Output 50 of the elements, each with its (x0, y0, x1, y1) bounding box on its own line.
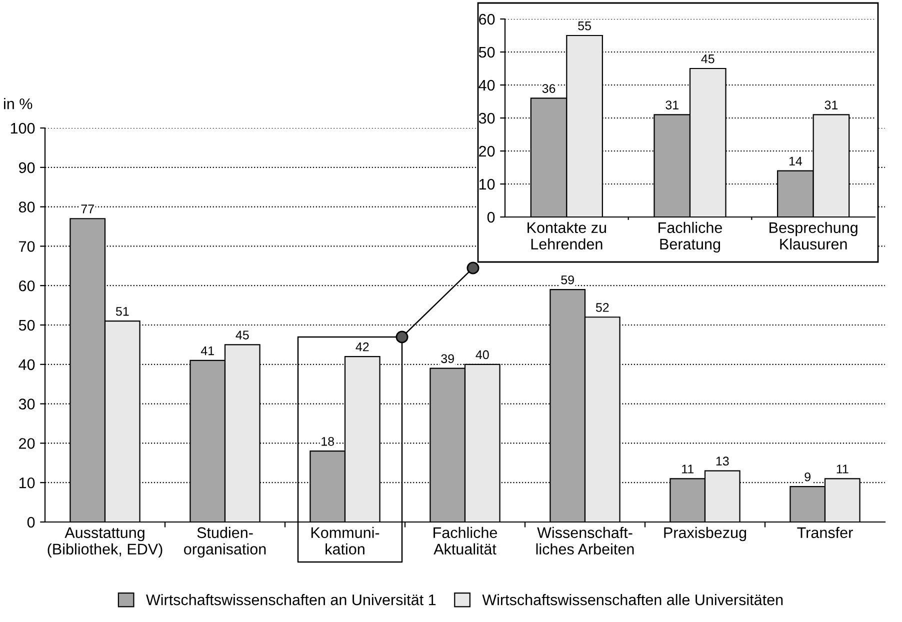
data-label: 14 (789, 156, 802, 166)
data-label: 11 (836, 464, 848, 474)
y-tick-label: 50 (478, 46, 495, 58)
data-label: 18 (322, 436, 334, 446)
y-tick-label: 70 (19, 241, 35, 252)
y-tick-label: 100 (10, 122, 35, 134)
x-tick-label: Kontakte zu Lehrenden (528, 222, 606, 250)
y-tick-label: 0 (27, 516, 35, 528)
y-tick-label: 50 (18, 320, 35, 331)
y-tick-label: 80 (18, 202, 35, 212)
y-tick-label: 0 (487, 212, 495, 223)
data-label: 31 (666, 100, 678, 110)
y-tick-label: 10 (19, 477, 35, 488)
data-label: 51 (116, 307, 129, 316)
y-tick-label: 20 (479, 146, 495, 157)
x-tick-label: Transfer (797, 526, 853, 538)
x-tick-label: Praxisbezug (664, 526, 746, 542)
x-tick-label: Fachliche Aktualität (434, 526, 498, 555)
y-tick-label: 60 (479, 14, 495, 25)
y-tick-label: 40 (478, 80, 495, 91)
y-tick-label: 20 (19, 438, 35, 449)
legend-label: Wirtschaftswissenschaften an Universität 1 (146, 594, 436, 606)
data-label: 55 (578, 22, 591, 30)
data-label: 31 (824, 100, 838, 110)
data-label: 42 (356, 342, 369, 352)
data-label: 52 (596, 303, 609, 312)
data-label: 39 (441, 354, 454, 364)
y-tick-label: 90 (19, 162, 35, 174)
y-tick-label: 30 (18, 398, 35, 410)
x-tick-label: Studien- organisation (184, 526, 266, 558)
data-label: 41 (200, 346, 214, 356)
x-tick-label: Besprechung Klausuren (770, 222, 858, 250)
y-axis-title: in % (4, 98, 32, 110)
data-label: 36 (542, 84, 556, 93)
x-tick-label: Wissenschaft- liches Arbeiten (536, 526, 634, 555)
x-tick-label: Kommuni- kation (311, 526, 380, 555)
y-tick-label: 60 (19, 280, 35, 292)
data-label: 45 (701, 54, 714, 64)
data-label: 59 (561, 275, 574, 284)
y-tick-label: 30 (478, 112, 495, 124)
x-tick-label: Fachliche Beratung (658, 222, 722, 253)
data-label: 77 (81, 204, 94, 214)
data-label: 9 (804, 472, 810, 482)
legend-label: Wirtschaftswissenschaften alle Universitäten (482, 594, 783, 606)
data-label: 13 (716, 456, 729, 466)
y-tick-label: 10 (479, 178, 495, 190)
y-tick-label: 40 (18, 359, 35, 370)
x-tick-label: Ausstattung (Bibliothek, EDV) (48, 527, 162, 558)
data-label: 11 (682, 464, 694, 474)
data-label: 45 (236, 330, 249, 340)
